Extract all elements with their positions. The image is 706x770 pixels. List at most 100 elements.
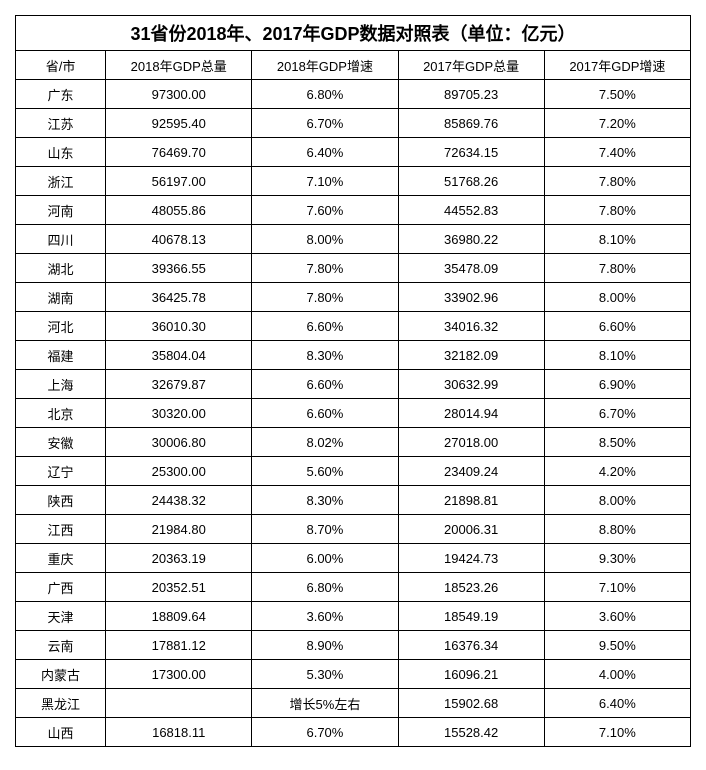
data-cell: 15528.42 xyxy=(398,718,544,747)
data-cell: 6.70% xyxy=(252,109,398,138)
data-cell: 7.60% xyxy=(252,196,398,225)
data-cell: 32679.87 xyxy=(106,370,252,399)
table-row: 湖北39366.557.80%35478.097.80% xyxy=(16,254,691,283)
table-row: 江西21984.808.70%20006.318.80% xyxy=(16,515,691,544)
data-cell: 9.30% xyxy=(544,544,690,573)
data-cell: 20006.31 xyxy=(398,515,544,544)
data-cell: 97300.00 xyxy=(106,80,252,109)
data-cell: 35478.09 xyxy=(398,254,544,283)
data-cell: 40678.13 xyxy=(106,225,252,254)
table-row: 云南17881.128.90%16376.349.50% xyxy=(16,631,691,660)
data-cell: 32182.09 xyxy=(398,341,544,370)
data-cell: 8.30% xyxy=(252,341,398,370)
table-row: 四川40678.138.00%36980.228.10% xyxy=(16,225,691,254)
province-cell: 上海 xyxy=(16,370,106,399)
data-cell: 92595.40 xyxy=(106,109,252,138)
province-cell: 安徽 xyxy=(16,428,106,457)
table-header-row: 省/市2018年GDP总量2018年GDP增速2017年GDP总量2017年GD… xyxy=(16,51,691,80)
data-cell: 3.60% xyxy=(544,602,690,631)
table-row: 安徽30006.808.02%27018.008.50% xyxy=(16,428,691,457)
data-cell: 6.70% xyxy=(544,399,690,428)
data-cell: 5.60% xyxy=(252,457,398,486)
data-cell: 17881.12 xyxy=(106,631,252,660)
data-cell: 15902.68 xyxy=(398,689,544,718)
data-cell: 24438.32 xyxy=(106,486,252,515)
table-row: 北京30320.006.60%28014.946.70% xyxy=(16,399,691,428)
data-cell: 7.50% xyxy=(544,80,690,109)
column-header: 2018年GDP总量 xyxy=(106,51,252,80)
data-cell: 48055.86 xyxy=(106,196,252,225)
province-cell: 河南 xyxy=(16,196,106,225)
data-cell: 4.20% xyxy=(544,457,690,486)
table-row: 江苏92595.406.70%85869.767.20% xyxy=(16,109,691,138)
data-cell xyxy=(106,689,252,718)
table-title: 31省份2018年、2017年GDP数据对照表（单位：亿元） xyxy=(16,16,691,51)
data-cell: 21984.80 xyxy=(106,515,252,544)
data-cell: 6.00% xyxy=(252,544,398,573)
data-cell: 85869.76 xyxy=(398,109,544,138)
table-row: 山西16818.116.70%15528.427.10% xyxy=(16,718,691,747)
data-cell: 18523.26 xyxy=(398,573,544,602)
data-cell: 36010.30 xyxy=(106,312,252,341)
data-cell: 39366.55 xyxy=(106,254,252,283)
data-cell: 28014.94 xyxy=(398,399,544,428)
province-cell: 山西 xyxy=(16,718,106,747)
province-cell: 江苏 xyxy=(16,109,106,138)
data-cell: 19424.73 xyxy=(398,544,544,573)
data-cell: 6.80% xyxy=(252,80,398,109)
table-row: 浙江56197.007.10%51768.267.80% xyxy=(16,167,691,196)
table-row: 内蒙古17300.005.30%16096.214.00% xyxy=(16,660,691,689)
data-cell: 34016.32 xyxy=(398,312,544,341)
data-cell: 6.60% xyxy=(544,312,690,341)
data-cell: 7.20% xyxy=(544,109,690,138)
data-cell: 8.90% xyxy=(252,631,398,660)
data-cell: 35804.04 xyxy=(106,341,252,370)
data-cell: 16818.11 xyxy=(106,718,252,747)
data-cell: 4.00% xyxy=(544,660,690,689)
data-cell: 8.02% xyxy=(252,428,398,457)
table-row: 山东76469.706.40%72634.157.40% xyxy=(16,138,691,167)
column-header: 2018年GDP增速 xyxy=(252,51,398,80)
gdp-comparison-table: 31省份2018年、2017年GDP数据对照表（单位：亿元）省/市2018年GD… xyxy=(15,15,691,747)
data-cell: 7.80% xyxy=(544,167,690,196)
table-row: 福建35804.048.30%32182.098.10% xyxy=(16,341,691,370)
province-cell: 黑龙江 xyxy=(16,689,106,718)
data-cell: 30006.80 xyxy=(106,428,252,457)
data-cell: 8.30% xyxy=(252,486,398,515)
data-cell: 6.70% xyxy=(252,718,398,747)
data-cell: 8.80% xyxy=(544,515,690,544)
data-cell: 20363.19 xyxy=(106,544,252,573)
data-cell: 6.60% xyxy=(252,370,398,399)
data-cell: 36980.22 xyxy=(398,225,544,254)
province-cell: 湖北 xyxy=(16,254,106,283)
data-cell: 23409.24 xyxy=(398,457,544,486)
data-cell: 18809.64 xyxy=(106,602,252,631)
data-cell: 25300.00 xyxy=(106,457,252,486)
province-cell: 陕西 xyxy=(16,486,106,515)
data-cell: 8.00% xyxy=(544,283,690,312)
province-cell: 广西 xyxy=(16,573,106,602)
data-cell: 72634.15 xyxy=(398,138,544,167)
data-cell: 20352.51 xyxy=(106,573,252,602)
data-cell: 7.80% xyxy=(252,254,398,283)
data-cell: 30632.99 xyxy=(398,370,544,399)
table-row: 辽宁25300.005.60%23409.244.20% xyxy=(16,457,691,486)
table-row: 黑龙江增长5%左右15902.686.40% xyxy=(16,689,691,718)
data-cell: 5.30% xyxy=(252,660,398,689)
data-cell: 8.70% xyxy=(252,515,398,544)
table-row: 河北36010.306.60%34016.326.60% xyxy=(16,312,691,341)
data-cell: 7.10% xyxy=(544,573,690,602)
data-cell: 8.50% xyxy=(544,428,690,457)
data-cell: 6.80% xyxy=(252,573,398,602)
province-cell: 浙江 xyxy=(16,167,106,196)
data-cell: 7.10% xyxy=(544,718,690,747)
table-row: 湖南36425.787.80%33902.968.00% xyxy=(16,283,691,312)
data-cell: 7.10% xyxy=(252,167,398,196)
data-cell: 18549.19 xyxy=(398,602,544,631)
table-row: 陕西24438.328.30%21898.818.00% xyxy=(16,486,691,515)
data-cell: 30320.00 xyxy=(106,399,252,428)
data-cell: 21898.81 xyxy=(398,486,544,515)
province-cell: 北京 xyxy=(16,399,106,428)
province-cell: 辽宁 xyxy=(16,457,106,486)
province-cell: 云南 xyxy=(16,631,106,660)
